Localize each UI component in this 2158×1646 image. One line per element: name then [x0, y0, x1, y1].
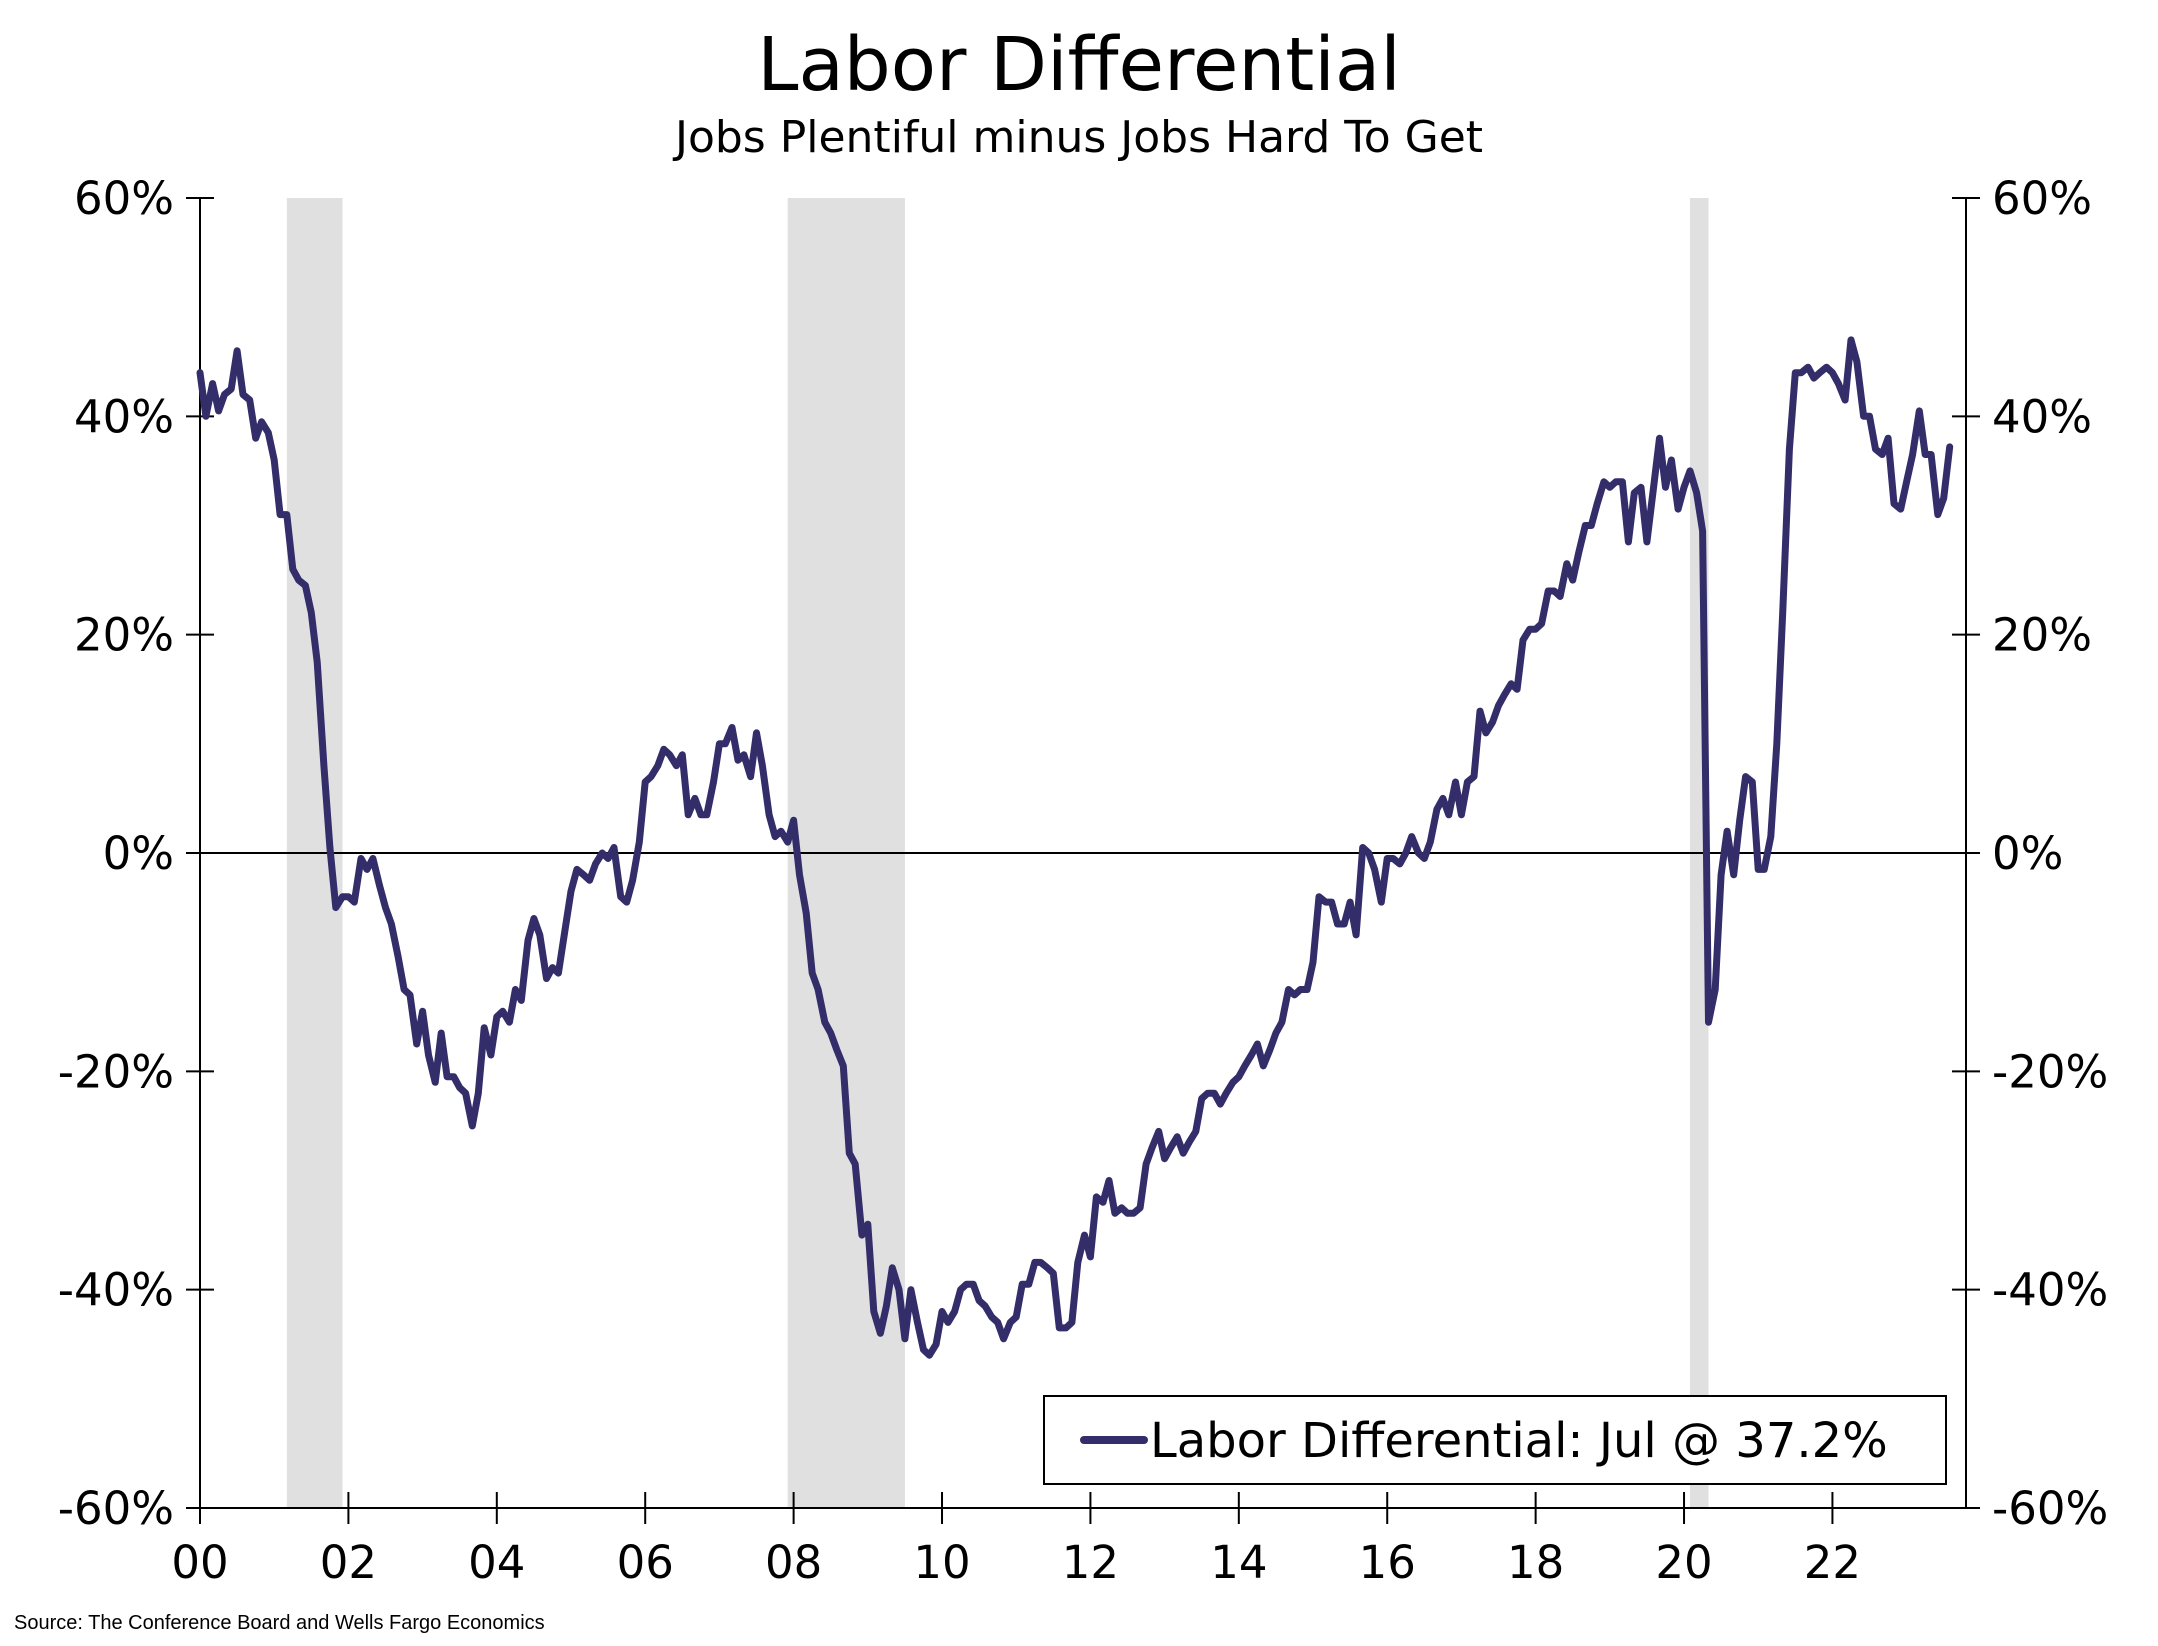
- y-tick-label-left: 40%: [74, 390, 174, 443]
- chart-title: Labor Differential: [757, 22, 1401, 108]
- x-tick-label: 16: [1359, 1536, 1416, 1589]
- y-tick-label-left: -20%: [58, 1045, 174, 1098]
- x-tick-label: 08: [765, 1536, 822, 1589]
- y-tick-label-left: 0%: [103, 827, 174, 880]
- chart-subtitle: Jobs Plentiful minus Jobs Hard To Get: [674, 112, 1484, 163]
- x-tick-label: 12: [1062, 1536, 1119, 1589]
- y-tick-label-right: 20%: [1992, 609, 2092, 662]
- x-tick-label: 14: [1210, 1536, 1267, 1589]
- y-tick-label-left: 60%: [74, 172, 174, 225]
- axes: 60% 60% 40% 40% 20% 20% 0% 0% -20% -20% -40% -40% -6…: [58, 172, 2109, 1589]
- x-tick-label: 06: [617, 1536, 674, 1589]
- legend-box: [1043, 1395, 1947, 1485]
- legend-label: Labor Differential: Jul @ 37.2%: [1150, 1413, 1888, 1469]
- x-tick-label: 18: [1507, 1536, 1564, 1589]
- x-tick-label: 04: [468, 1536, 525, 1589]
- y-tick-label-right: 40%: [1992, 390, 2092, 443]
- x-tick-label: 10: [913, 1536, 970, 1589]
- y-tick-label-right: 60%: [1992, 172, 2092, 225]
- y-tick-label-right: -40%: [1992, 1264, 2108, 1317]
- y-tick-label-left: -60%: [58, 1482, 174, 1535]
- x-tick-label: 20: [1655, 1536, 1712, 1589]
- y-tick-label-right: -20%: [1992, 1045, 2108, 1098]
- x-tick-label: 22: [1804, 1536, 1861, 1589]
- source-note: Source: The Conference Board and Wells F…: [14, 1612, 545, 1634]
- y-tick-label-right: 0%: [1992, 827, 2063, 880]
- series-layer: [196, 336, 1954, 1359]
- y-tick-label-left: 20%: [74, 609, 174, 662]
- x-tick-label: 02: [320, 1536, 377, 1589]
- legend: Labor Differential: Jul @ 37.2%: [1043, 1395, 1947, 1485]
- x-tick-label: 00: [171, 1536, 228, 1589]
- y-tick-label-right: -60%: [1992, 1482, 2108, 1535]
- series-line: [196, 336, 1954, 1359]
- y-tick-label-left: -40%: [58, 1264, 174, 1317]
